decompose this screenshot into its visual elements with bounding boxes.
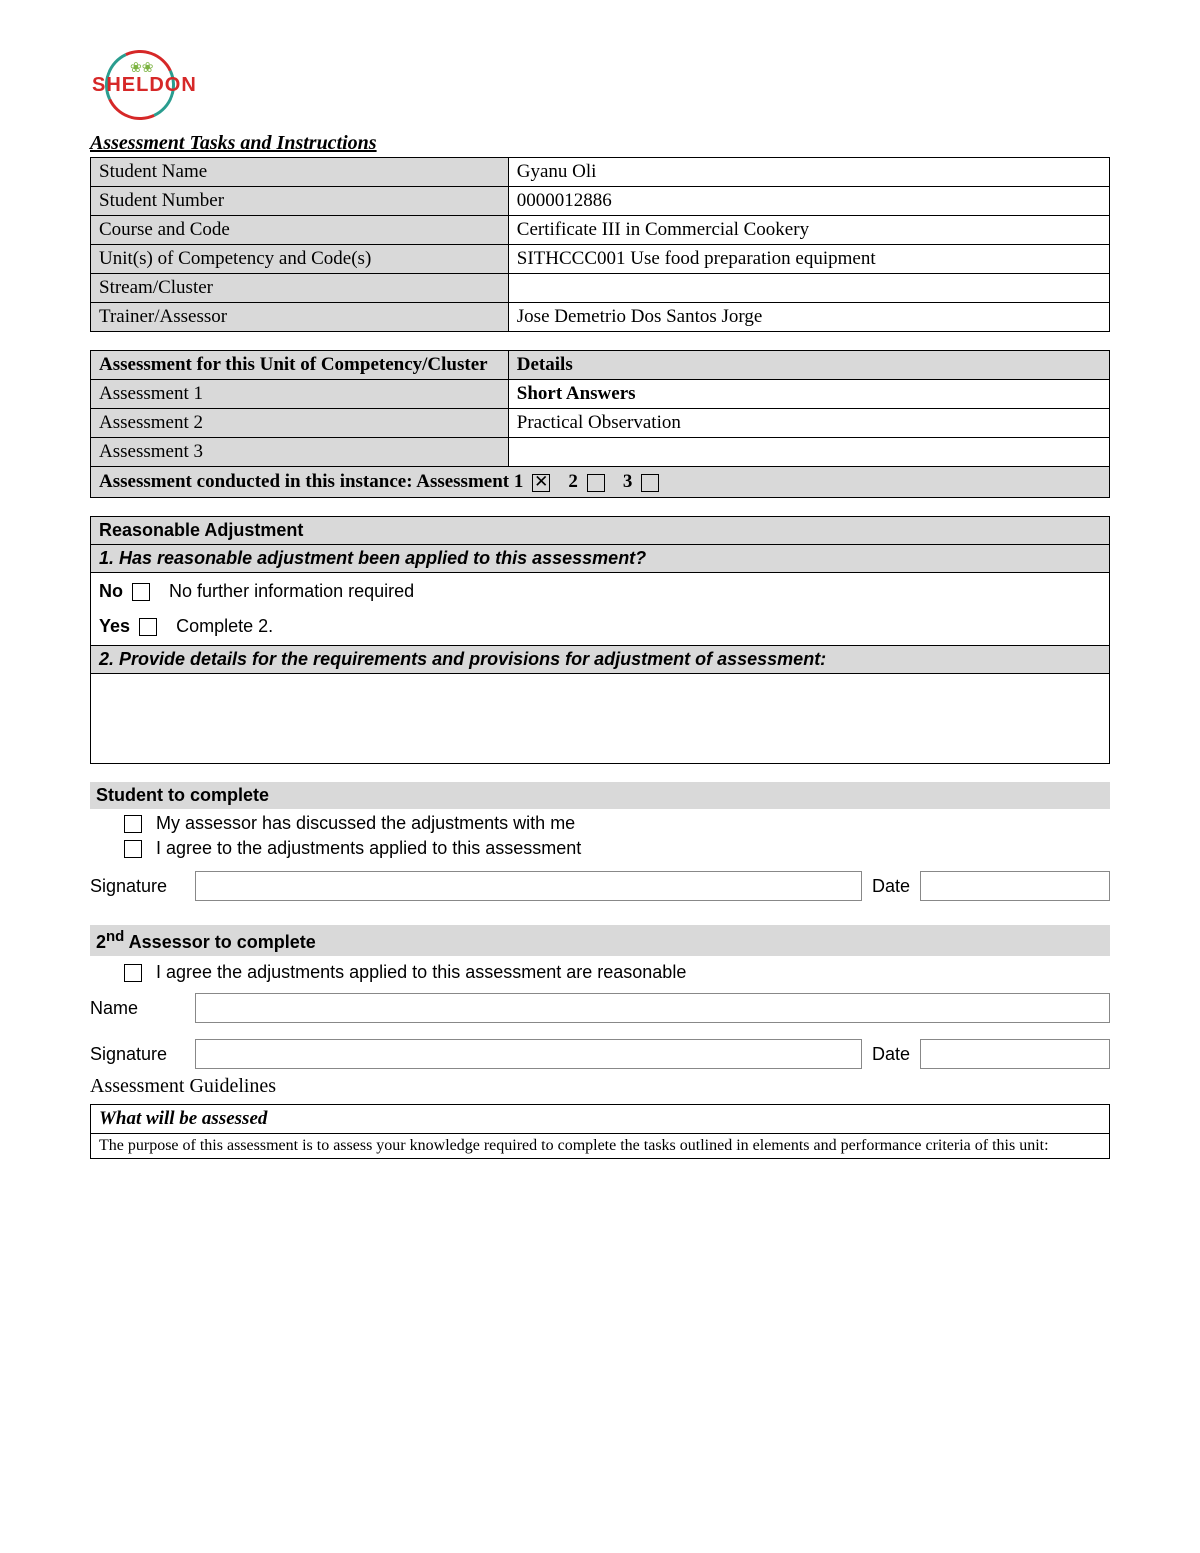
yes-text: Complete 2. (176, 616, 273, 636)
table-row-label: Student Name (91, 158, 509, 187)
student-sig-label: Signature (90, 876, 185, 897)
assessment-option-checkbox[interactable] (532, 474, 550, 492)
assessment-table: Assessment for this Unit of Competency/C… (90, 350, 1110, 498)
assessment-option-checkbox[interactable] (641, 474, 659, 492)
reasonable-q2: 2. Provide details for the requirements … (91, 646, 1110, 674)
table-row-value: Gyanu Oli (508, 158, 1109, 187)
table-row-label: Stream/Cluster (91, 274, 509, 303)
assessment-option-num: 3 (618, 471, 637, 492)
assessment-row-label: Assessment 3 (91, 438, 509, 467)
guidelines-title: Assessment Guidelines (90, 1075, 1110, 1098)
table-row-label: Unit(s) of Competency and Code(s) (91, 245, 509, 274)
assessor-check-row: I agree the adjustments applied to this … (120, 962, 1110, 983)
what-assessed-body: The purpose of this assessment is to ass… (91, 1134, 1110, 1159)
assessment-row-value: Short Answers (508, 380, 1109, 409)
assessment-conducted-row: Assessment conducted in this instance: A… (91, 467, 1110, 498)
assessor-sig-label: Signature (90, 1044, 185, 1065)
student-check2-label: I agree to the adjustments applied to th… (156, 838, 581, 858)
yes-label: Yes (99, 616, 130, 636)
assessor-check1-label: I agree the adjustments applied to this … (156, 962, 686, 982)
table-row-value: Certificate III in Commercial Cookery (508, 216, 1109, 245)
no-checkbox[interactable] (132, 583, 150, 601)
reasonable-adjustment-table: Reasonable Adjustment 1. Has reasonable … (90, 516, 1110, 764)
table-row-label: Student Number (91, 187, 509, 216)
assessment-row-value: Practical Observation (508, 409, 1109, 438)
table-row-value: Jose Demetrio Dos Santos Jorge (508, 303, 1109, 332)
assessment-option-num: 1 (514, 471, 528, 492)
reasonable-details-field[interactable] (91, 674, 1110, 764)
student-info-table: Student NameGyanu OliStudent Number00000… (90, 157, 1110, 332)
assessor-name-label: Name (90, 998, 185, 1019)
logo: ❀❀ SHELDON (90, 50, 190, 120)
assessor-complete-title: 2nd Assessor to complete (90, 925, 1110, 956)
table-row-value: 0000012886 (508, 187, 1109, 216)
student-check1[interactable] (124, 815, 142, 833)
assessor-name-field[interactable] (195, 993, 1110, 1023)
what-assessed-table: What will be assessed The purpose of thi… (90, 1104, 1110, 1159)
assessor-date-label: Date (872, 1044, 910, 1065)
reasonable-answers: No No further information required Yes C… (91, 573, 1110, 646)
assessor-date-field[interactable] (920, 1039, 1110, 1069)
no-text: No further information required (169, 581, 414, 601)
student-date-label: Date (872, 876, 910, 897)
assessment-row-label: Assessment 1 (91, 380, 509, 409)
student-check1-label: My assessor has discussed the adjustment… (156, 813, 575, 833)
assessment-row-label: Assessment 2 (91, 409, 509, 438)
reasonable-title: Reasonable Adjustment (91, 517, 1110, 545)
what-assessed-title: What will be assessed (91, 1105, 1110, 1134)
yes-checkbox[interactable] (139, 618, 157, 636)
student-check-row-2: I agree to the adjustments applied to th… (120, 838, 1110, 859)
student-sig-field[interactable] (195, 871, 862, 901)
assessment-header-right: Details (508, 351, 1109, 380)
table-row-label: Course and Code (91, 216, 509, 245)
reasonable-q1: 1. Has reasonable adjustment been applie… (91, 545, 1110, 573)
assessor-sig-field[interactable] (195, 1039, 862, 1069)
assessor-check1[interactable] (124, 964, 142, 982)
assessment-option-checkbox[interactable] (587, 474, 605, 492)
table-row-value: SITHCCC001 Use food preparation equipmen… (508, 245, 1109, 274)
student-complete-title: Student to complete (90, 782, 1110, 809)
assessment-row-value (508, 438, 1109, 467)
conducted-label: Assessment conducted in this instance: A… (99, 471, 509, 492)
table-row-label: Trainer/Assessor (91, 303, 509, 332)
assessment-option-num: 2 (564, 471, 583, 492)
table-row-value (508, 274, 1109, 303)
student-check-row-1: My assessor has discussed the adjustment… (120, 813, 1110, 834)
no-label: No (99, 581, 123, 601)
student-date-field[interactable] (920, 871, 1110, 901)
logo-text: SHELDON (92, 74, 192, 97)
assessment-header-left: Assessment for this Unit of Competency/C… (91, 351, 509, 380)
section-title: Assessment Tasks and Instructions (90, 132, 1110, 155)
student-check2[interactable] (124, 840, 142, 858)
